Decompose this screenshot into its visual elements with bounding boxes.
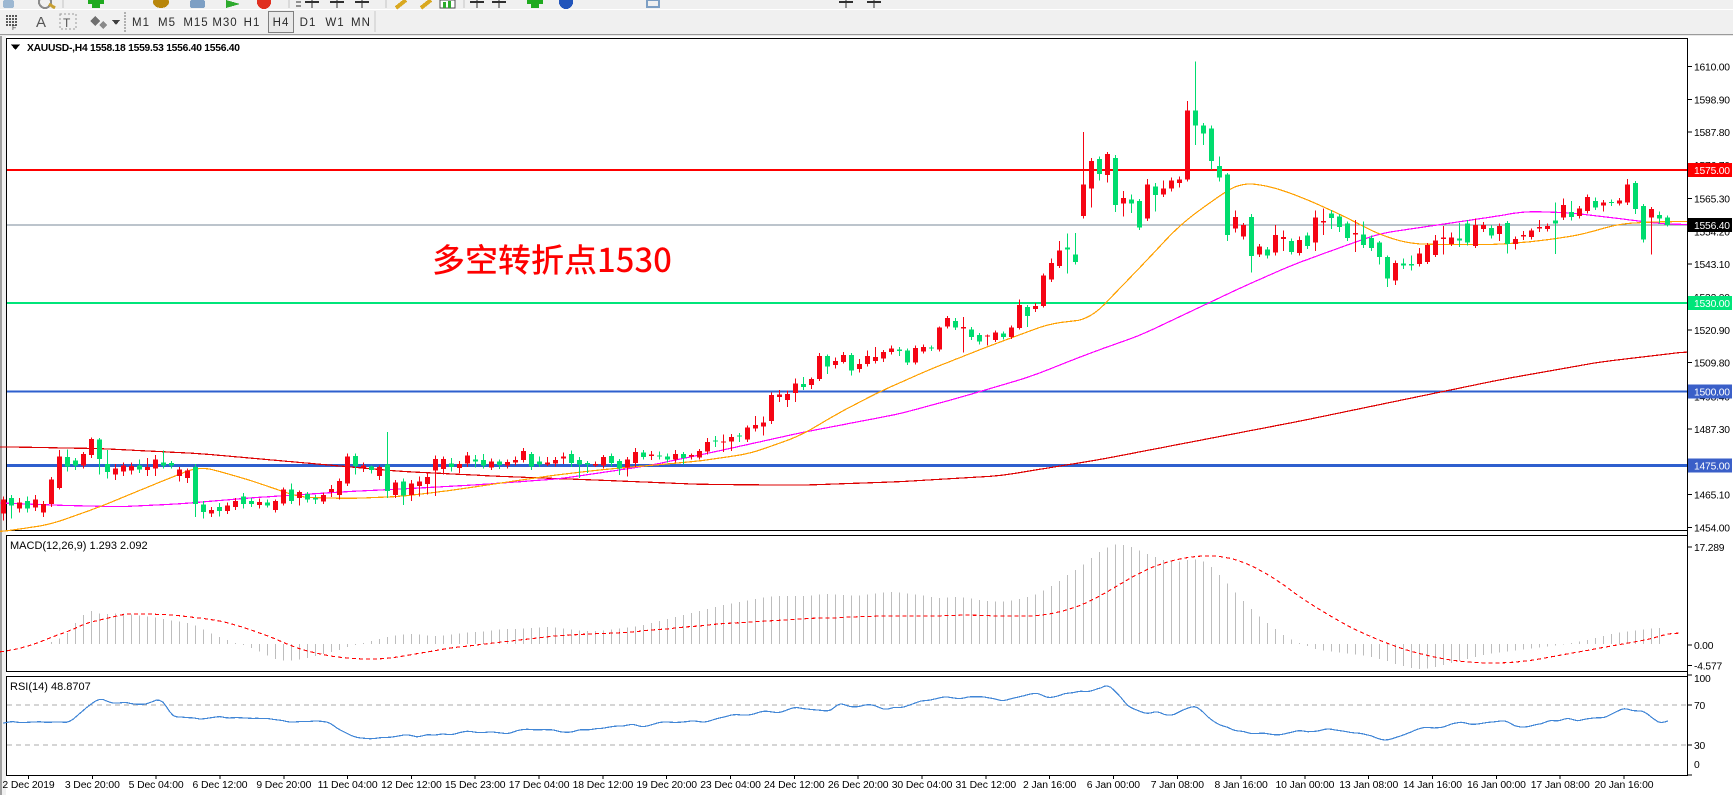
svg-text:7 Jan 08:00: 7 Jan 08:00: [1151, 780, 1205, 791]
svg-text:26 Dec 20:00: 26 Dec 20:00: [828, 780, 889, 791]
svg-text:6 Dec 12:00: 6 Dec 12:00: [193, 780, 248, 791]
svg-text:1610.00: 1610.00: [1694, 63, 1730, 74]
svg-text:5 Dec 04:00: 5 Dec 04:00: [129, 780, 184, 791]
svg-text:20 Jan 16:00: 20 Jan 16:00: [1595, 780, 1654, 791]
svg-text:70: 70: [1694, 701, 1706, 712]
svg-text:2 Jan 16:00: 2 Jan 16:00: [1023, 780, 1077, 791]
svg-text:23 Dec 04:00: 23 Dec 04:00: [700, 780, 761, 791]
svg-text:14 Jan 16:00: 14 Jan 16:00: [1403, 780, 1462, 791]
svg-text:1530.00: 1530.00: [1694, 299, 1730, 310]
svg-text:3 Dec 20:00: 3 Dec 20:00: [65, 780, 120, 791]
svg-text:-4.577: -4.577: [1694, 662, 1722, 673]
svg-text:M1: M1: [132, 17, 150, 29]
svg-text:H1: H1: [244, 17, 261, 29]
svg-text:1587.80: 1587.80: [1694, 128, 1730, 139]
svg-text:M5: M5: [158, 17, 176, 29]
svg-text:15 Dec 23:00: 15 Dec 23:00: [445, 780, 506, 791]
svg-text:1554.20: 1554.20: [1694, 227, 1730, 238]
svg-text:2 Dec 2019: 2 Dec 2019: [2, 780, 54, 791]
svg-text:1556.40: 1556.40: [1694, 221, 1730, 232]
svg-text:17 Dec 04:00: 17 Dec 04:00: [509, 780, 570, 791]
svg-text:6 Jan 00:00: 6 Jan 00:00: [1087, 780, 1141, 791]
svg-text:1487.30: 1487.30: [1694, 425, 1730, 436]
svg-text:A: A: [36, 14, 46, 31]
svg-text:1465.10: 1465.10: [1694, 491, 1730, 502]
svg-text:100: 100: [1694, 674, 1711, 685]
svg-text:11 Dec 04:00: 11 Dec 04:00: [318, 780, 378, 791]
svg-text:T: T: [63, 16, 71, 30]
svg-text:M15: M15: [183, 17, 208, 29]
svg-text:13 Jan 08:00: 13 Jan 08:00: [1339, 780, 1398, 791]
svg-text:F: F: [12, 25, 16, 32]
svg-text:19 Dec 20:00: 19 Dec 20:00: [636, 780, 697, 791]
svg-text:M30: M30: [212, 17, 237, 29]
svg-text:9 Dec 20:00: 9 Dec 20:00: [256, 780, 311, 791]
svg-text:12 Dec 12:00: 12 Dec 12:00: [381, 780, 442, 791]
svg-text:8 Jan 16:00: 8 Jan 16:00: [1214, 780, 1268, 791]
svg-text:MACD(12,26,9) 1.293 2.092: MACD(12,26,9) 1.293 2.092: [10, 540, 148, 552]
svg-text:1454.00: 1454.00: [1694, 524, 1730, 535]
svg-text:1598.90: 1598.90: [1694, 95, 1730, 106]
svg-text:1500.00: 1500.00: [1694, 388, 1730, 399]
svg-text:24 Dec 12:00: 24 Dec 12:00: [764, 780, 825, 791]
svg-text:18 Dec 12:00: 18 Dec 12:00: [573, 780, 634, 791]
svg-text:16 Jan 00:00: 16 Jan 00:00: [1467, 780, 1526, 791]
svg-text:30: 30: [1694, 741, 1706, 752]
svg-text:0: 0: [1694, 760, 1700, 771]
svg-text:17.289: 17.289: [1694, 543, 1725, 554]
svg-text:1565.30: 1565.30: [1694, 195, 1730, 206]
svg-text:RSI(14) 48.8707: RSI(14) 48.8707: [10, 681, 91, 693]
svg-text:31 Dec 12:00: 31 Dec 12:00: [955, 780, 1016, 791]
svg-text:30 Dec 04:00: 30 Dec 04:00: [892, 780, 953, 791]
svg-text:17 Jan 08:00: 17 Jan 08:00: [1531, 780, 1590, 791]
svg-text:1475.00: 1475.00: [1694, 461, 1730, 472]
svg-text:D1: D1: [300, 17, 317, 29]
svg-text:W1: W1: [325, 17, 344, 29]
svg-text:1543.10: 1543.10: [1694, 260, 1730, 271]
svg-text:1520.90: 1520.90: [1694, 326, 1730, 337]
svg-text:MN: MN: [351, 17, 371, 29]
svg-text:1575.00: 1575.00: [1694, 166, 1730, 177]
svg-text:XAUUSD-,H4 1558.18 1559.53 15: XAUUSD-,H4 1558.18 1559.53 1556.40 1556.…: [27, 43, 240, 54]
svg-text:H4: H4: [273, 17, 290, 29]
svg-text:1509.80: 1509.80: [1694, 359, 1730, 370]
svg-text:0.00: 0.00: [1694, 641, 1714, 652]
svg-text:10 Jan 00:00: 10 Jan 00:00: [1275, 780, 1334, 791]
